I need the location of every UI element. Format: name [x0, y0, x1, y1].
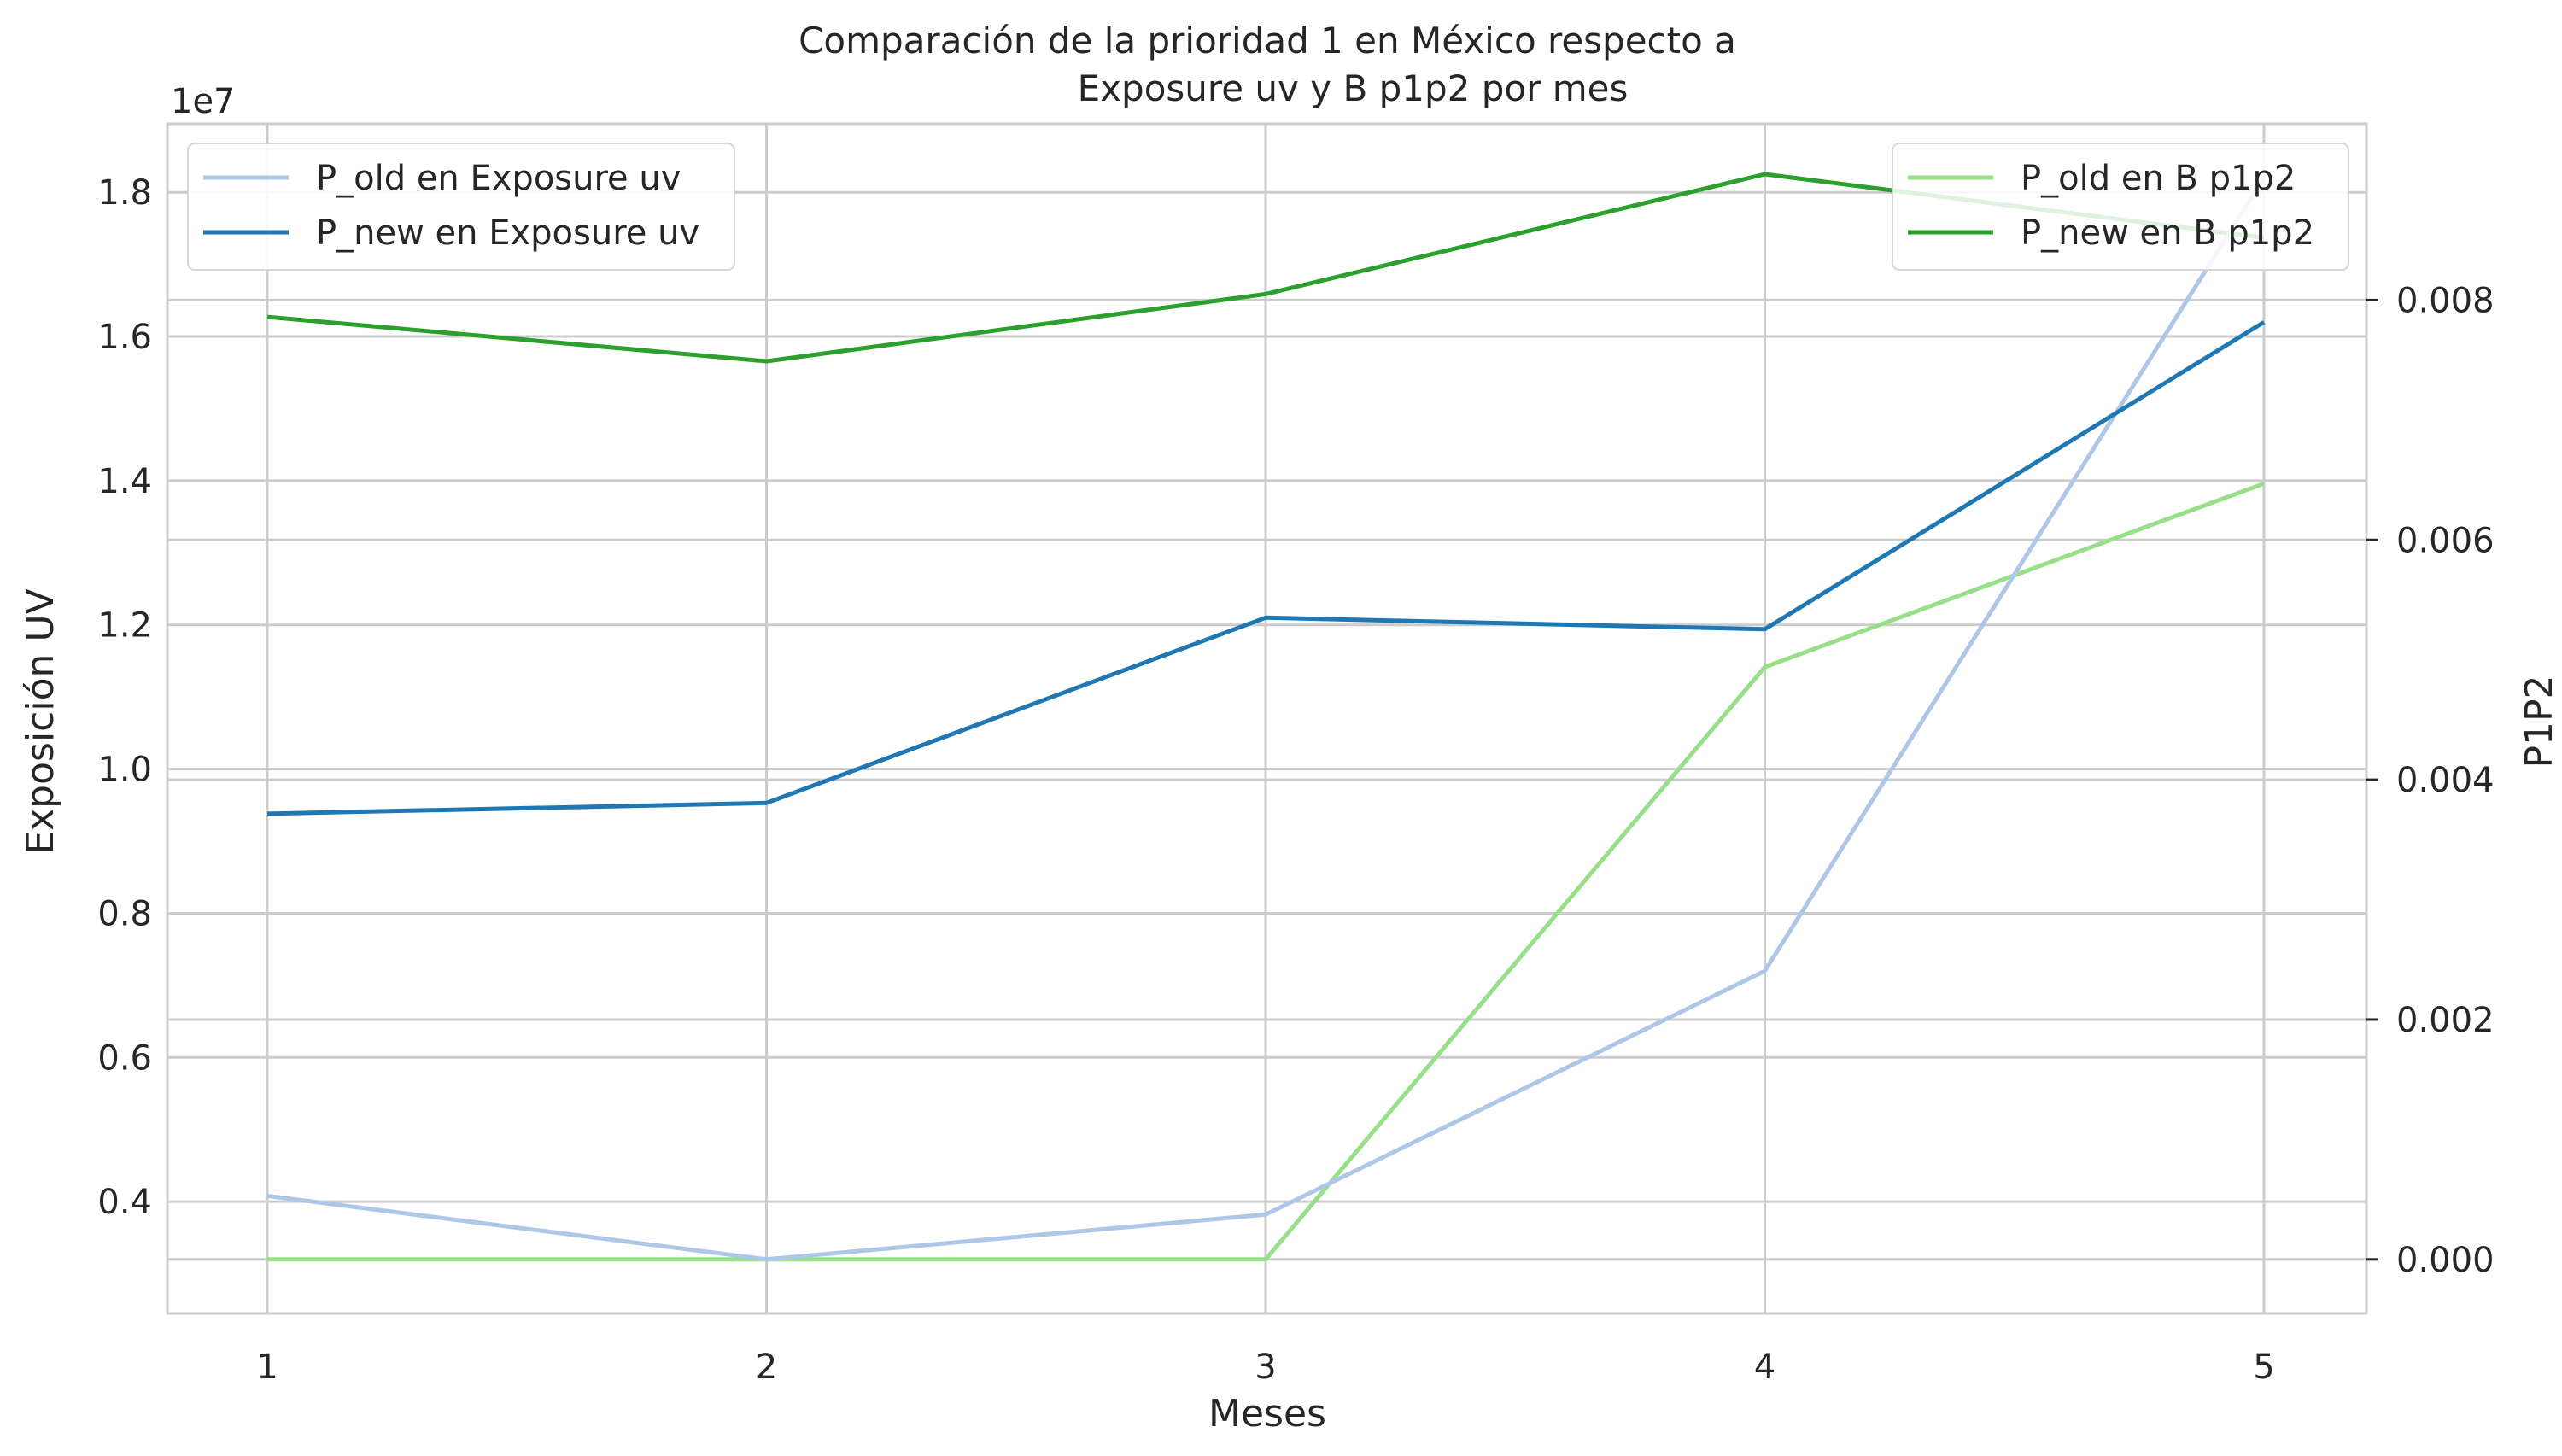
left-y-tick-label: 1.4 — [97, 462, 152, 501]
left-y-axis-label: Exposición UV — [19, 588, 62, 854]
right-y-tick-label: 0.000 — [2396, 1241, 2495, 1280]
chart-title-line2: Exposure uv y B p1p2 por mes — [1078, 67, 1629, 109]
left-y-tick-label: 1.6 — [97, 318, 152, 357]
right-y-tick-labels: 0.000 0.002 0.004 0.006 0.008 — [2366, 281, 2495, 1280]
chart-title-line1: Comparación de la prioridad 1 en México … — [798, 20, 1736, 61]
legend-left-box — [187, 143, 735, 271]
left-y-gridlines — [167, 190, 2366, 1203]
left-y-tick-label: 1.0 — [97, 751, 152, 790]
right-series-line-1 — [267, 481, 2265, 1262]
left-y-tick-label: 0.6 — [97, 1038, 152, 1078]
right-y-tick-label: 0.004 — [2396, 761, 2495, 800]
x-tick-labels: 1 2 3 4 5 — [256, 1348, 2274, 1387]
x-tick-label: 4 — [1754, 1348, 1775, 1387]
left-legend-label: P_new en Exposure uv — [316, 213, 699, 253]
right-legend-label: P_old en B p1p2 — [2021, 159, 2296, 198]
left-y-tick-label: 0.4 — [97, 1183, 152, 1222]
plot-frame — [166, 122, 2368, 1315]
x-gridlines — [266, 124, 2266, 1313]
left-series-line-2 — [266, 320, 2266, 816]
x-axis-label: Meses — [1208, 1392, 1326, 1436]
right-legend-label: P_new en B p1p2 — [2021, 213, 2314, 253]
right-y-axis-label: P1P2 — [2518, 675, 2561, 768]
x-tick-label: 1 — [256, 1348, 278, 1387]
left-y-tick-label: 0.8 — [97, 894, 152, 933]
right-y-tick-label: 0.008 — [2396, 281, 2495, 320]
legend-b-p1p2: P_old en B p1p2 P_new en B p1p2 — [1892, 143, 2349, 271]
right-y-tick-label: 0.006 — [2396, 521, 2495, 560]
right-y-tick-label: 0.002 — [2396, 1001, 2495, 1040]
left-y-tick-label: 1.8 — [97, 173, 152, 213]
legend-right-box — [1892, 143, 2349, 271]
left-y-tick-label: 1.2 — [97, 606, 152, 646]
x-tick-label: 3 — [1255, 1348, 1276, 1387]
left-y-tick-labels: 0.4 0.6 0.8 1.0 1.2 1.4 1.6 1.8 — [97, 173, 152, 1222]
left-axis-offset-label: 1e7 — [171, 82, 236, 121]
legend-exposure-uv: P_old en Exposure uv P_new en Exposure uv — [187, 143, 735, 271]
left-legend-label: P_old en Exposure uv — [316, 159, 681, 198]
x-tick-label: 2 — [756, 1348, 777, 1387]
left-series-line-1 — [266, 176, 2267, 1262]
x-tick-label: 5 — [2253, 1348, 2274, 1387]
